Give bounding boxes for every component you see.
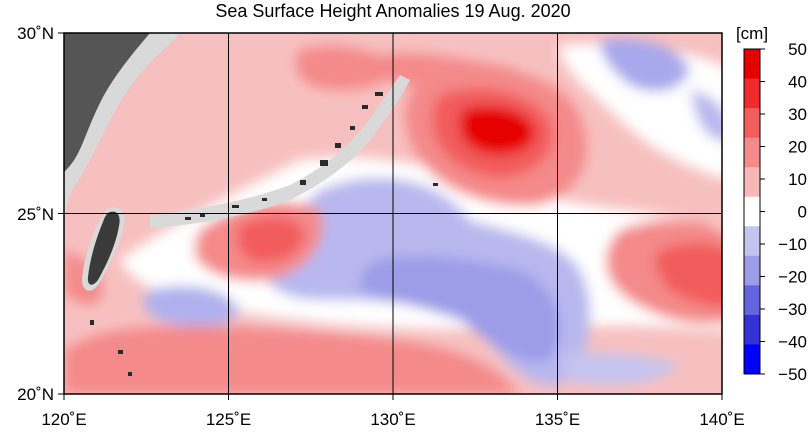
taiwan-island <box>87 211 120 285</box>
map-title: Sea Surface Height Anomalies 19 Aug. 202… <box>215 1 571 21</box>
colorbar-swatch <box>744 344 760 375</box>
colorbar-ticks <box>760 48 765 375</box>
x-tick-label: 135˚E <box>535 410 580 429</box>
colorbar-swatch <box>744 226 760 257</box>
colorbar-swatch <box>744 314 760 345</box>
colorbar-label: 40 <box>788 73 807 92</box>
colorbar-label: −40 <box>778 333 807 352</box>
colorbar-swatch <box>744 137 760 168</box>
colorbar-label: 50 <box>788 40 807 59</box>
x-tick-label: 130˚E <box>370 410 415 429</box>
colorbar-labels: 50 40 30 20 10 0 −10 −20 −30 −40 −50 <box>778 40 807 384</box>
x-axis-labels: 120˚E 125˚E 130˚E 135˚E 140˚E <box>41 410 744 429</box>
axis-ticks <box>58 32 723 400</box>
colorbar-label: −50 <box>778 365 807 384</box>
colorbar-label: 0 <box>798 203 807 222</box>
colorbar-label: 20 <box>788 138 807 157</box>
colorbar-swatch <box>744 78 760 109</box>
colorbar-label: 30 <box>788 105 807 124</box>
colorbar-swatch <box>744 49 760 80</box>
colorbar: [cm] 50 40 30 20 10 0 −10 −20 −30 −40 −50 <box>736 24 807 384</box>
y-axis-labels: 30˚N 25˚N 20˚N <box>17 24 54 404</box>
colorbar-swatch <box>744 255 760 286</box>
y-tick-label: 25˚N <box>17 205 54 224</box>
x-tick-label: 140˚E <box>699 410 744 429</box>
colorbar-swatches <box>744 49 760 375</box>
colorbar-swatch <box>744 108 760 139</box>
colorbar-swatch <box>744 196 760 227</box>
mainland-coast-dark <box>64 33 150 172</box>
colorbar-label: 10 <box>788 170 807 189</box>
colorbar-label: −10 <box>778 235 807 254</box>
ryukyu-islands <box>90 92 438 376</box>
colorbar-label: −30 <box>778 300 807 319</box>
colorbar-swatch <box>744 167 760 198</box>
y-tick-label: 20˚N <box>17 385 54 404</box>
graticule <box>64 33 722 394</box>
x-tick-label: 120˚E <box>41 410 86 429</box>
y-tick-label: 30˚N <box>17 24 54 43</box>
colorbar-unit: [cm] <box>736 24 768 43</box>
ryukyu-mask <box>150 75 410 228</box>
x-tick-label: 125˚E <box>206 410 251 429</box>
colorbar-swatch <box>744 285 760 316</box>
colorbar-label: −20 <box>778 268 807 287</box>
